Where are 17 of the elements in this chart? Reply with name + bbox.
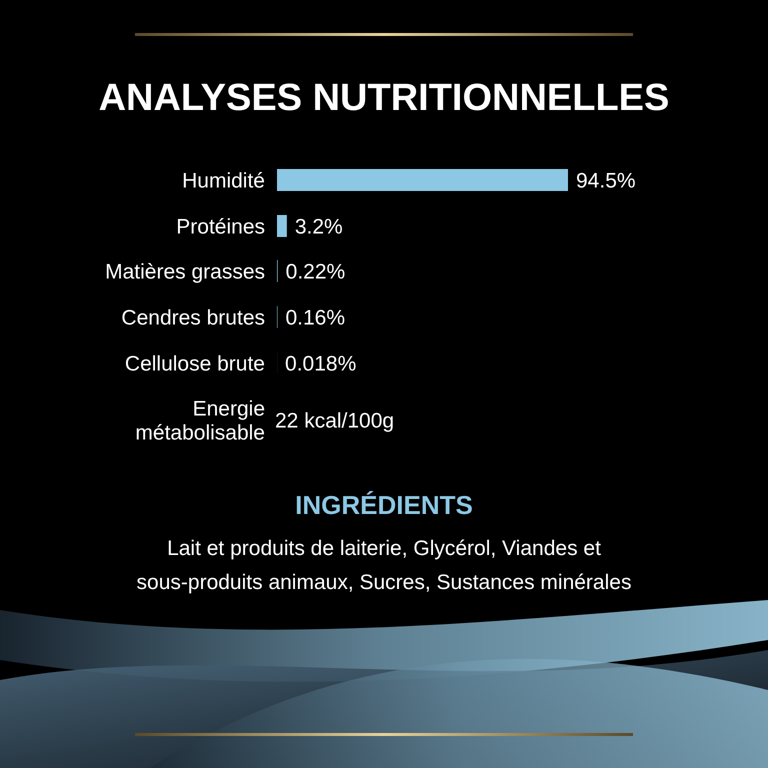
data-label: 0.018% <box>285 352 356 376</box>
bar <box>277 169 568 191</box>
text: INGRÉDIENTS <box>295 490 473 520</box>
y-tick-label: Cendres brutes <box>121 306 265 330</box>
data-label: 94.5% <box>576 169 636 192</box>
text: Lait et produits de laiterie, Glycérol, Viandes et sous-produits animaux, Sucres, Sustances minérales <box>136 537 632 594</box>
y-tick-label: Cellulose brute <box>124 352 265 376</box>
y-tick-label: Matières grasses <box>105 260 265 284</box>
y-tick-label: Humidité <box>182 169 265 192</box>
data-label: 0.22% <box>286 260 346 284</box>
y-tick-label: Protéines <box>176 215 265 238</box>
bar <box>277 215 287 237</box>
data-label: 0.16% <box>285 306 346 330</box>
y-tick-label: Energie métabolisable <box>135 397 265 444</box>
text: 22 kcal/100g <box>275 409 394 432</box>
chart-title: ANALYSES NUTRITIONNELLES <box>98 77 670 119</box>
data-label: 3.2% <box>294 215 343 238</box>
